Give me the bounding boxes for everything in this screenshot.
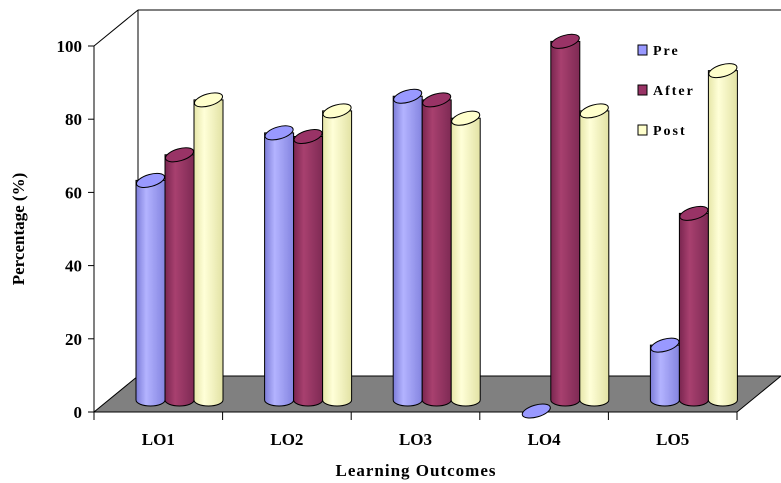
bar-body — [293, 136, 324, 407]
y-tick-label: 100 — [57, 37, 83, 56]
x-ticks: LO1 LO2 LO3 LO4 LO5 — [93, 412, 738, 449]
x-tick-label: LO4 — [528, 430, 562, 449]
y-tick-label: 80 — [65, 110, 82, 129]
bar-pre-lo4 — [521, 403, 551, 419]
x-tick-label: LO5 — [656, 430, 689, 449]
bar-body — [421, 99, 452, 407]
legend-label: Post — [653, 124, 687, 139]
bar-body — [649, 344, 680, 407]
bar-top-cap — [422, 92, 452, 108]
bar-top-cap — [521, 403, 551, 419]
x-axis-title: Learning Outcomes — [335, 461, 496, 480]
bar-after-lo4 — [550, 33, 581, 407]
legend-item-pre: Pre — [637, 44, 680, 59]
legend-item-post: Post — [637, 124, 687, 139]
x-tick-label: LO1 — [142, 430, 175, 449]
bar-body — [164, 154, 195, 407]
y-tick-label: 0 — [74, 403, 83, 422]
bar-after-lo2 — [293, 128, 324, 407]
bar-after-lo1 — [164, 147, 195, 407]
bar-top-cap — [164, 147, 195, 163]
bar-top-cap — [650, 337, 680, 353]
legend-label: Pre — [653, 44, 680, 59]
legend-swatch — [637, 124, 648, 136]
y-tick-label: 20 — [65, 330, 82, 349]
bar-top-cap — [550, 33, 580, 49]
y-axis-title: Percentage (%) — [9, 173, 28, 286]
x-tick-label: LO3 — [399, 430, 432, 449]
bar-top-cap — [679, 205, 709, 221]
bar-series — [135, 33, 738, 419]
x-axis: LO1 LO2 LO3 LO4 LO5 — [93, 411, 738, 449]
bar-post-lo1 — [193, 92, 224, 407]
bar-top-cap — [264, 125, 294, 141]
legend-swatch — [637, 44, 648, 56]
legend-item-after: After — [637, 84, 695, 99]
legend: Pre After Post — [637, 44, 695, 139]
bar-top-cap — [193, 92, 224, 108]
bar-pre-lo3 — [392, 88, 423, 407]
bar-body — [392, 95, 423, 407]
bar-pre-lo1 — [135, 172, 166, 407]
bar-top-cap — [135, 172, 166, 188]
y-tick-label: 60 — [65, 183, 82, 202]
bar-post-lo2 — [322, 103, 353, 407]
bar-post-lo3 — [450, 110, 481, 407]
bar-body — [193, 99, 224, 407]
bar-top-cap — [451, 110, 481, 126]
legend-swatch — [637, 84, 648, 96]
bar-pre-lo5 — [649, 337, 680, 407]
bar-top-cap — [293, 128, 323, 145]
bar-body — [450, 117, 481, 407]
bar-body — [264, 132, 295, 407]
bar-after-lo5 — [678, 205, 709, 407]
legend-label: After — [653, 84, 695, 99]
bar-body — [678, 212, 709, 407]
y-ticks: 0 20 40 60 80 100 — [57, 37, 94, 422]
bar-body — [322, 110, 353, 407]
bar-top-cap — [393, 88, 423, 104]
bar-top-cap — [708, 63, 738, 79]
bar-pre-lo2 — [264, 125, 295, 407]
bar-body — [707, 70, 738, 407]
x-tick-label: LO2 — [270, 430, 303, 449]
bar-body — [135, 179, 166, 407]
bar-top-cap — [579, 103, 609, 119]
bar-post-lo4 — [579, 103, 610, 407]
bar-top-cap — [322, 103, 352, 119]
bar-post-lo5 — [707, 63, 738, 407]
y-axis: 0 20 40 60 80 100 — [57, 37, 95, 422]
bar-body — [579, 110, 610, 407]
y-tick-label: 40 — [65, 257, 82, 276]
bar-after-lo3 — [421, 92, 452, 407]
bar-body — [550, 40, 581, 407]
side-wall-top-edge — [93, 9, 139, 47]
